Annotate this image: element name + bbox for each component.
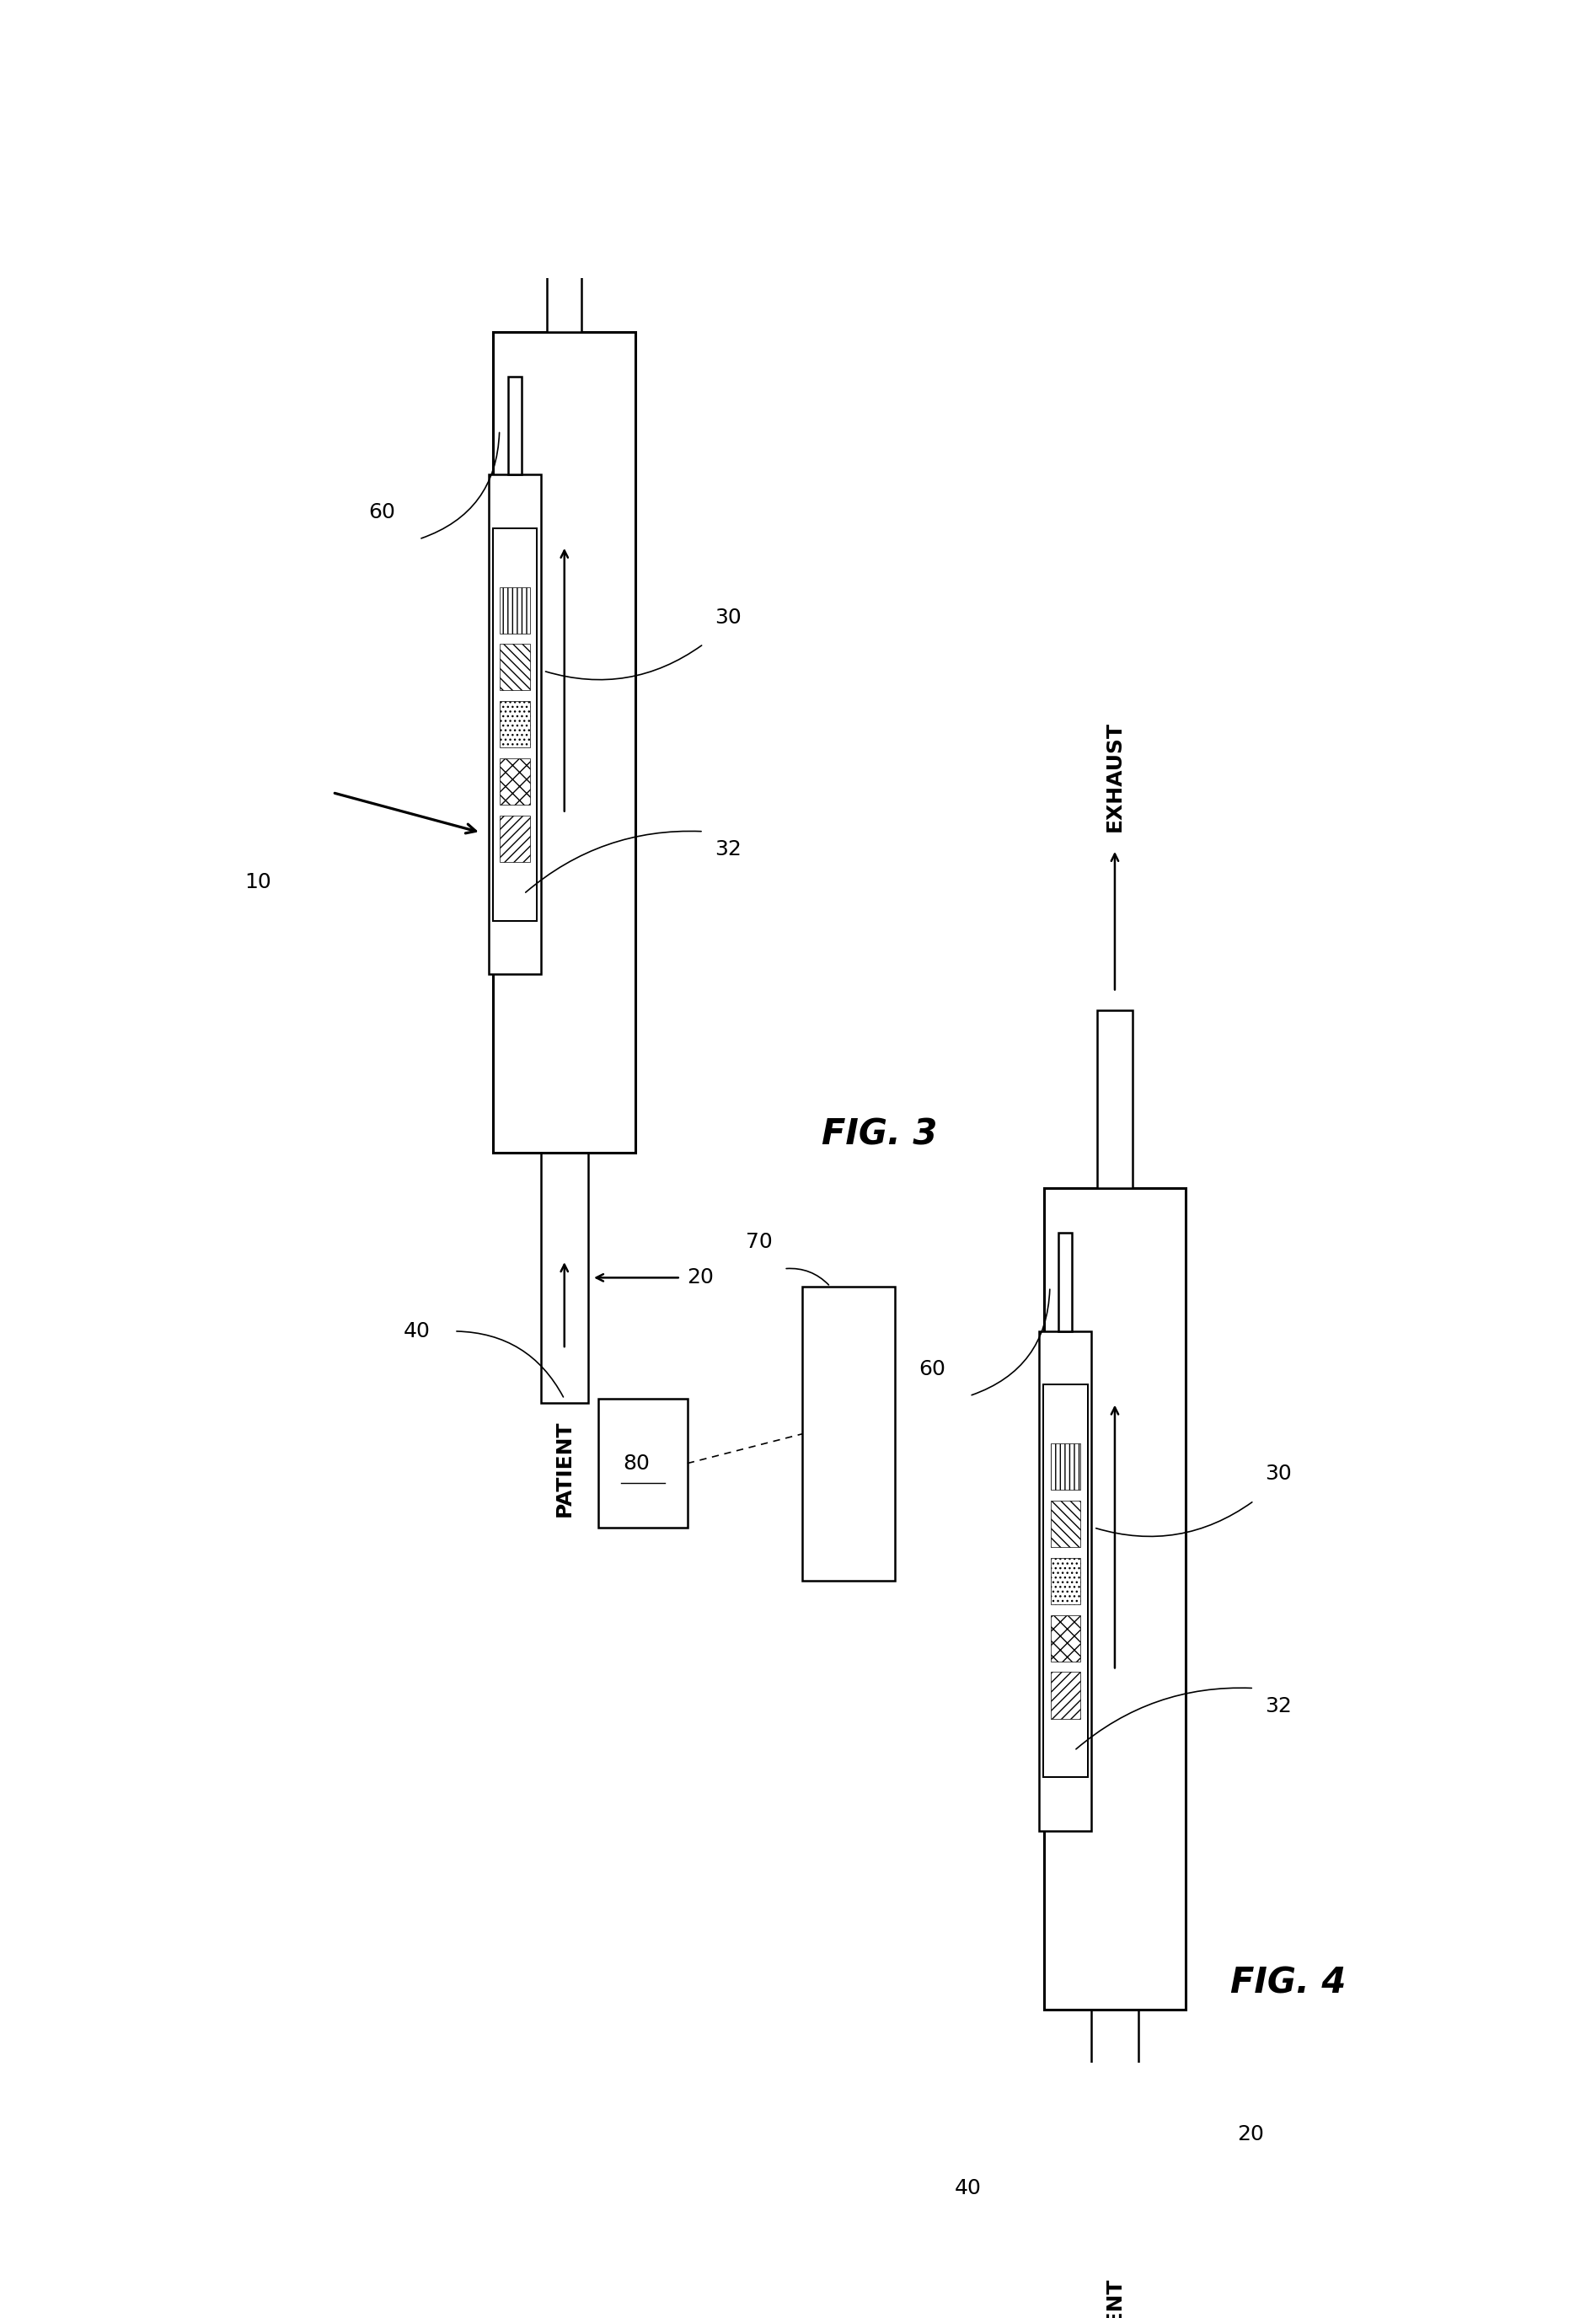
Bar xyxy=(500,700,530,749)
Bar xyxy=(1050,1671,1080,1718)
Bar xyxy=(488,475,541,974)
Bar xyxy=(493,331,635,1152)
Bar xyxy=(508,376,522,475)
Bar xyxy=(500,644,530,691)
Bar xyxy=(1098,1011,1132,1189)
Text: 70: 70 xyxy=(745,1231,772,1252)
Bar xyxy=(1050,1558,1080,1604)
Bar xyxy=(1050,1444,1080,1490)
Text: 60: 60 xyxy=(919,1358,946,1379)
Text: 32: 32 xyxy=(1266,1697,1293,1715)
Bar xyxy=(500,586,530,633)
Bar xyxy=(493,529,538,920)
Bar xyxy=(1039,1331,1092,1831)
Text: 30: 30 xyxy=(1266,1465,1293,1484)
Text: 80: 80 xyxy=(624,1453,650,1474)
Bar xyxy=(803,1286,895,1581)
Text: 32: 32 xyxy=(715,839,742,860)
Text: 20: 20 xyxy=(686,1268,713,1289)
Bar xyxy=(1044,1384,1087,1778)
Bar xyxy=(547,153,581,331)
Text: 40: 40 xyxy=(954,2179,982,2197)
Bar xyxy=(500,816,530,862)
Text: 10: 10 xyxy=(244,872,271,892)
Text: PATIENT: PATIENT xyxy=(1104,2276,1125,2318)
Text: 20: 20 xyxy=(1237,2123,1264,2144)
Bar xyxy=(1092,1189,1138,2260)
Bar xyxy=(1058,1233,1073,1331)
Bar xyxy=(1050,1500,1080,1546)
Text: 60: 60 xyxy=(369,503,396,522)
Bar xyxy=(500,758,530,804)
Bar xyxy=(598,1400,688,1528)
Text: 30: 30 xyxy=(715,607,742,628)
Text: 40: 40 xyxy=(404,1321,431,1342)
Text: FIG. 3: FIG. 3 xyxy=(822,1117,938,1152)
Bar xyxy=(1050,1616,1080,1662)
Text: PATIENT: PATIENT xyxy=(554,1421,575,1516)
Text: FIG. 4: FIG. 4 xyxy=(1231,1966,1345,2000)
Bar xyxy=(1044,1189,1186,2010)
Bar xyxy=(541,331,587,1402)
Text: EXHAUST: EXHAUST xyxy=(1104,721,1125,832)
